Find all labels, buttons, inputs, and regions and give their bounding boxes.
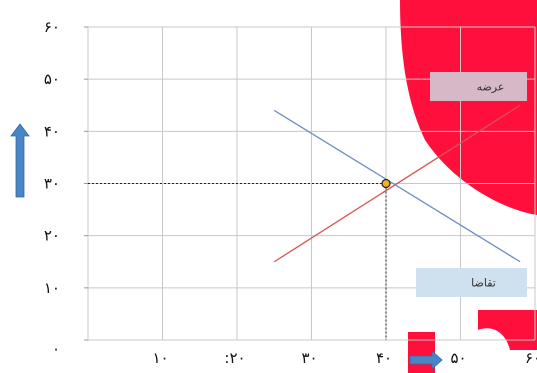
x-tick-label: ۶۰ <box>525 349 537 367</box>
y-tick-label: ۴۰ <box>44 122 60 140</box>
equilibrium-point <box>381 178 391 189</box>
x-tick-label: :۲۰ <box>224 349 245 367</box>
demand-label-box <box>416 268 527 297</box>
y-tick-label: ۰ <box>52 340 60 358</box>
demand-label: تقاضا <box>471 277 496 290</box>
x-tick-label: ۳۰ <box>301 349 317 367</box>
equilibrium-guides <box>88 183 387 340</box>
arrow-up-icon <box>10 123 30 198</box>
watermark-corner <box>478 310 537 350</box>
x-tick-label: ۴۰ <box>376 349 392 367</box>
demand-line <box>273 109 521 263</box>
y-tick-labels: ۰ ۱۰ ۲۰ ۳۰ ۴۰ ۵۰ ۶۰ <box>44 18 60 358</box>
supply-label-box <box>430 72 527 101</box>
y-tick-label: ۶۰ <box>44 18 60 36</box>
watermark-shape <box>400 0 537 373</box>
equilibrium-dot <box>381 178 391 189</box>
axis-arrows <box>10 123 443 370</box>
y-tick-label: ۵۰ <box>44 70 60 88</box>
series-annotations: عرضه تقاضا <box>416 72 527 297</box>
watermark-arc <box>400 0 537 215</box>
y-tick-label: ۳۰ <box>44 175 60 193</box>
y-tick-label: ۲۰ <box>44 227 60 245</box>
supply-label: عرضه <box>477 81 505 94</box>
x-tick-labels: ۱۰ :۲۰ ۳۰ ۴۰ ۵۰ ۶۰ <box>152 349 537 367</box>
x-tick-label: ۱۰ <box>152 349 168 367</box>
y-tick-label: ۱۰ <box>44 279 60 297</box>
chart-series <box>273 104 521 263</box>
arrow-right-icon <box>409 350 443 370</box>
supply-line <box>273 104 521 263</box>
watermark-block <box>408 332 435 373</box>
x-tick-label: ۵۰ <box>450 349 466 367</box>
